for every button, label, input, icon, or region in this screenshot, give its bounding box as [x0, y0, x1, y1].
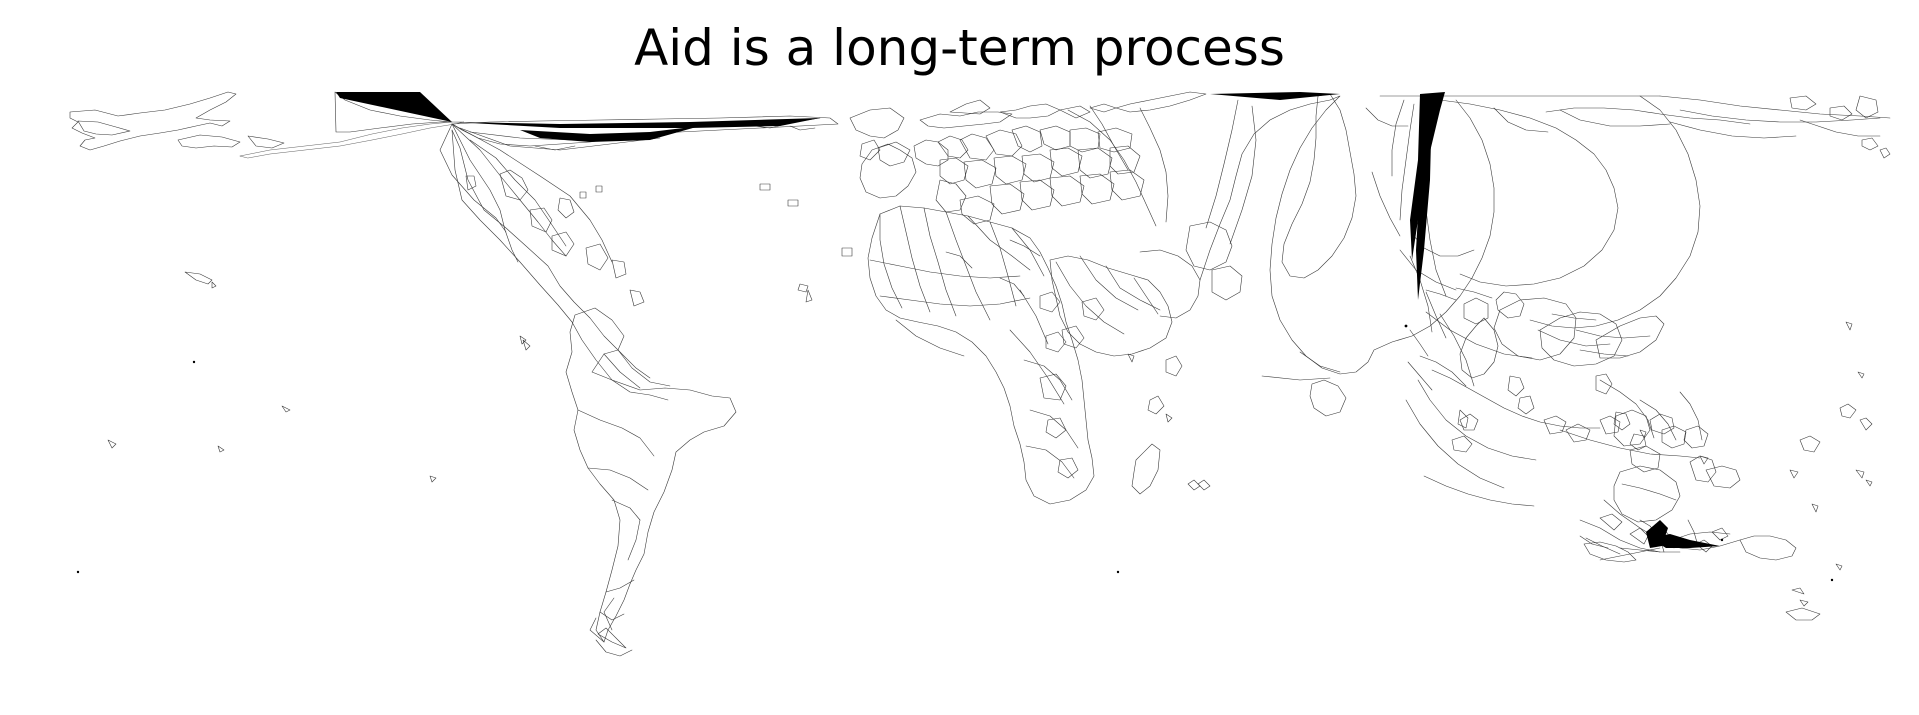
distortion-wedges	[336, 92, 1720, 548]
asia-outline	[1199, 93, 1891, 507]
distortion-wedge	[1416, 100, 1432, 300]
distortion-wedge	[1646, 520, 1668, 548]
marker-dot	[1830, 578, 1834, 582]
page-title: Aid is a long-term process	[634, 19, 1285, 77]
marker-dot	[76, 570, 80, 574]
south-america-outline	[565, 307, 737, 657]
distortion-wedge	[452, 118, 820, 128]
marker-dot	[1116, 570, 1120, 574]
oceania-outline	[1399, 235, 1873, 563]
distortion-wedge	[1650, 534, 1720, 548]
distortion-wedge	[1210, 92, 1340, 100]
africa-outline	[867, 205, 1243, 505]
marker-dot	[1404, 324, 1408, 328]
europe-outline	[849, 91, 1207, 227]
north-america-outline	[69, 91, 839, 401]
distortion-wedge	[520, 126, 700, 142]
marker-dot	[1720, 538, 1724, 542]
distortion-wedge	[336, 92, 452, 122]
marker-dot	[192, 360, 196, 364]
small-markers	[76, 324, 1834, 582]
island-outlines	[107, 183, 1873, 621]
